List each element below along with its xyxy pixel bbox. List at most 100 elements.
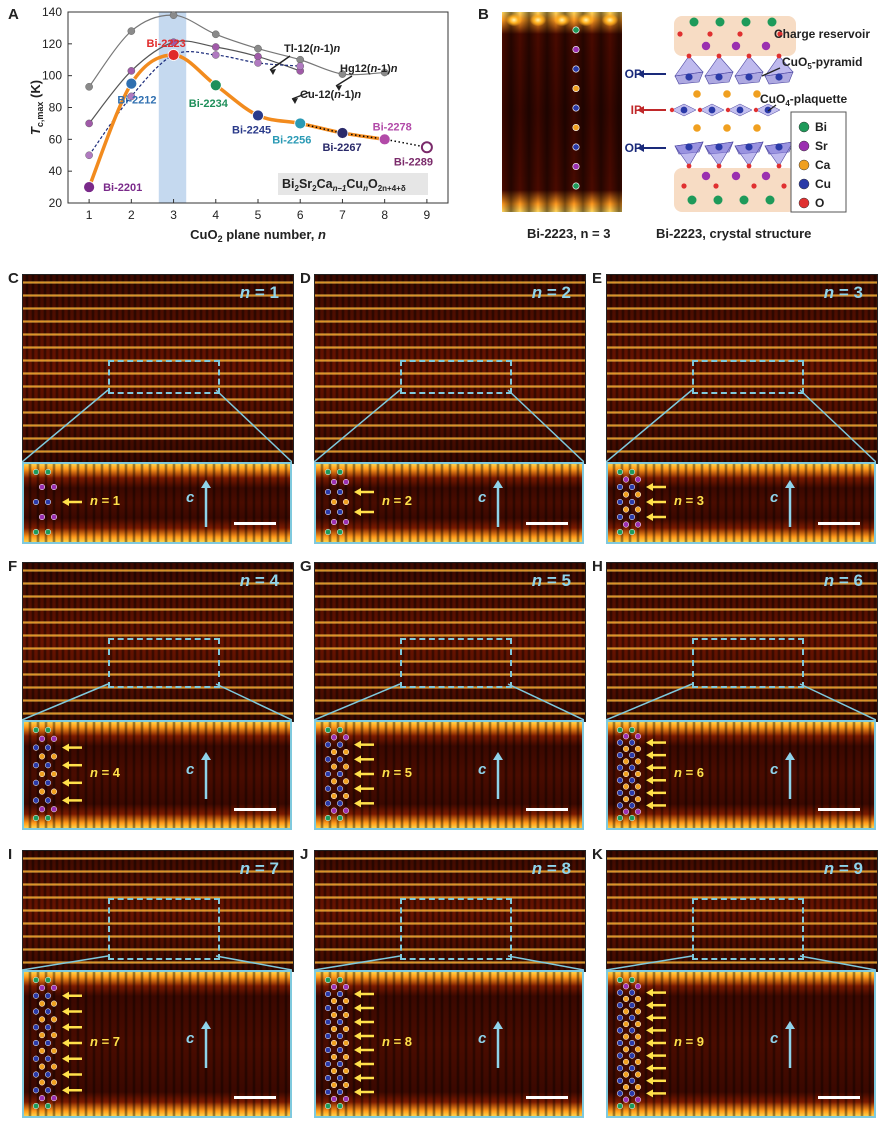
bi-atom <box>739 195 749 205</box>
atom-sr <box>634 808 642 815</box>
atom-cu <box>44 1071 52 1078</box>
panel-c-scale-bar <box>234 522 276 525</box>
atom-ca <box>342 1011 350 1019</box>
atom-cu <box>616 1090 624 1097</box>
atom-bi <box>32 468 40 476</box>
zoom-line <box>215 683 292 720</box>
panel-k-inset: n = 9 c <box>606 970 876 1118</box>
cuo2-arrowhead <box>354 1088 361 1096</box>
atom-ca <box>38 1079 46 1086</box>
x-tick-label: 1 <box>86 208 93 222</box>
sr-atom <box>761 171 771 181</box>
cuo2-arrowhead <box>354 508 361 516</box>
atom-ca <box>38 1000 46 1007</box>
panel-c-zoom-box <box>108 360 220 394</box>
atom-cu <box>324 770 332 778</box>
atom-sr <box>330 807 338 814</box>
panel-j-n-label: n = 8 <box>531 859 571 878</box>
bi-point <box>252 109 264 122</box>
cu-atom <box>775 143 783 151</box>
atom-cu <box>44 762 52 769</box>
family-arrow-hg <box>335 75 353 87</box>
atom-sr <box>342 983 350 991</box>
cuo2-arrowhead <box>354 1060 361 1068</box>
stem-overlay-atom <box>572 124 580 132</box>
atom-ca <box>38 1032 46 1039</box>
cuo5-pointer <box>761 67 781 77</box>
atom-sr <box>38 984 46 991</box>
o-atom <box>697 107 703 113</box>
zoom-line <box>314 389 401 462</box>
atom-cu <box>336 1032 344 1040</box>
zoom-line <box>799 683 876 720</box>
atom-cu <box>32 797 40 804</box>
panel-f-zoom-lines <box>22 683 292 720</box>
panel-c-atom-overlay <box>32 468 211 536</box>
panel-f-c-axis-label: c <box>186 761 195 778</box>
series-point-hg <box>127 27 136 35</box>
atom-cu <box>32 992 40 999</box>
series-point-tl <box>169 38 178 47</box>
cuo2-arrowhead <box>646 801 653 810</box>
atom-ca <box>634 506 642 513</box>
cuo2-arrowhead <box>354 1004 361 1012</box>
atom-cu <box>336 800 344 807</box>
atom-cu <box>616 1052 624 1059</box>
o-atom <box>686 163 692 169</box>
atom-sr <box>634 733 642 740</box>
atom-cu <box>616 498 624 506</box>
panel-i-scale-bar <box>234 1096 276 1099</box>
atom-bi <box>616 528 624 536</box>
atom-cu <box>32 779 40 786</box>
panel-k-scale-bar <box>818 1096 860 1099</box>
atom-cu <box>628 1014 636 1021</box>
atom-ca <box>634 796 642 803</box>
atom-bi <box>336 976 344 984</box>
atom-ca <box>50 1016 58 1023</box>
atom-ca <box>622 1021 630 1028</box>
panel-f-inset-n-label: n = 4 <box>90 765 120 780</box>
c-axis-arrowhead <box>493 752 503 760</box>
atom-cu <box>628 483 636 491</box>
atom-sr <box>50 806 58 813</box>
atom-ca <box>622 1071 630 1078</box>
zoom-line <box>215 955 292 970</box>
stem-overlay-atom <box>572 65 580 73</box>
y-tick-label: 80 <box>49 101 63 115</box>
legend-label-bi: Bi <box>815 120 827 134</box>
bi-point-label: Bi-2289 <box>394 156 433 168</box>
atom-ca <box>342 763 350 770</box>
x-tick-label: 6 <box>297 208 304 222</box>
bi-point <box>378 133 391 146</box>
family-arrowhead-cu <box>292 98 298 104</box>
series-point-tl <box>211 43 220 51</box>
atom-cu <box>616 483 624 491</box>
bi-point-label: Bi-2278 <box>373 121 412 133</box>
atom-bi <box>324 528 332 536</box>
atom-cu <box>324 800 332 807</box>
panel-j-zoom-lines <box>314 955 584 970</box>
cuo2-arrowhead <box>62 796 69 805</box>
atom-ca <box>634 1058 642 1065</box>
cuo2-arrowhead <box>354 799 361 808</box>
series-point-cu <box>254 59 262 67</box>
atom-sr <box>622 521 630 528</box>
panel-j-inset-n-label: n = 8 <box>382 1034 412 1049</box>
atom-cu <box>616 989 624 996</box>
zoom-line <box>799 389 876 462</box>
atom-ca <box>342 498 350 506</box>
atom-cu <box>336 770 344 778</box>
atom-cu <box>628 498 636 506</box>
atom-sr <box>38 483 46 491</box>
ca-atom <box>693 90 701 98</box>
atom-sr <box>330 983 338 991</box>
cu-atom <box>685 143 693 151</box>
series-point-hg <box>85 83 93 91</box>
o-atom <box>753 107 759 113</box>
atom-cu <box>628 1039 636 1047</box>
atom-ca <box>634 1008 642 1015</box>
panel-g-label: G <box>300 558 312 575</box>
op-top-arrowhead <box>637 70 644 78</box>
atom-sr <box>342 478 350 486</box>
cuo2-arrowhead <box>354 1018 361 1026</box>
